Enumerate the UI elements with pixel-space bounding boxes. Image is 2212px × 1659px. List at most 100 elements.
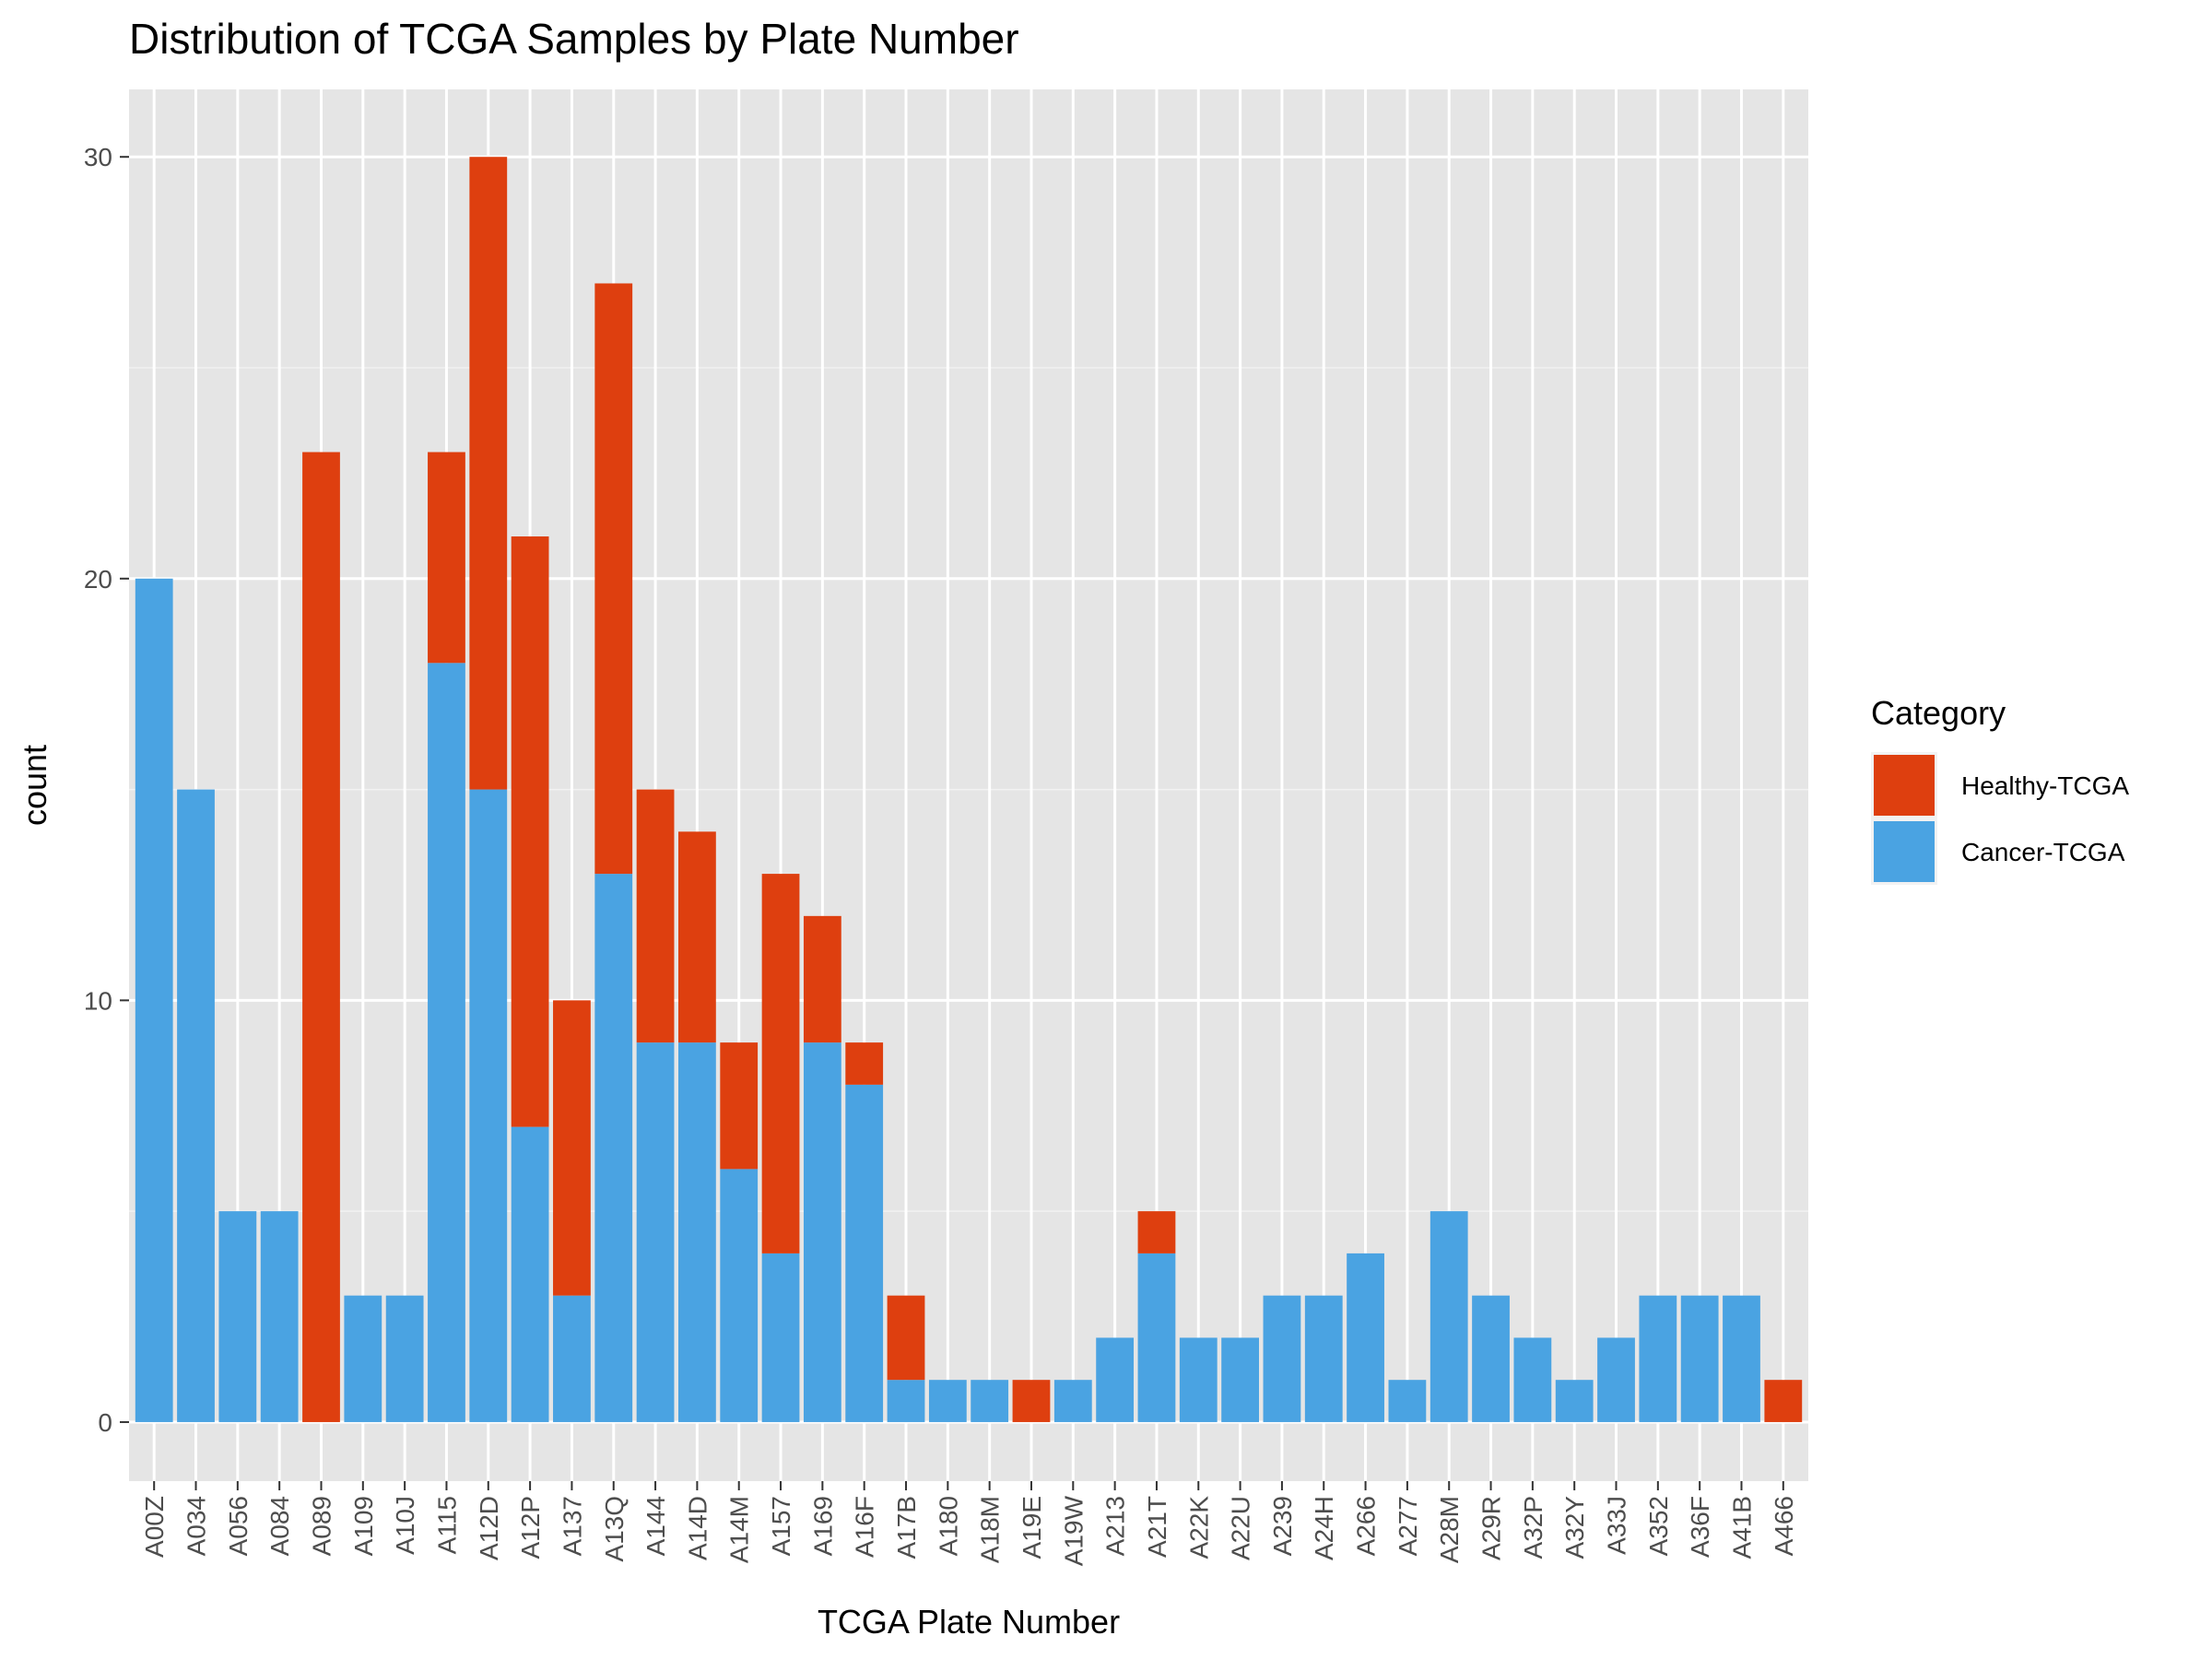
bar-A19E-Healthy-TCGA — [1012, 1380, 1051, 1422]
x-tick-label: A32Y — [1560, 1496, 1589, 1559]
bar-A24H-Cancer-TCGA — [1304, 1295, 1343, 1422]
bar-A13Q-Healthy-TCGA — [594, 283, 633, 875]
legend-label: Cancer-TCGA — [1961, 838, 2125, 866]
x-tick-label: A277 — [1394, 1496, 1422, 1556]
x-tick-label: A10J — [391, 1496, 419, 1555]
x-tick-label: A239 — [1268, 1496, 1297, 1556]
x-tick-label: A13Q — [600, 1496, 629, 1562]
bar-A266-Cancer-TCGA — [1347, 1253, 1384, 1422]
x-tick-label: A157 — [767, 1496, 795, 1556]
legend-label: Healthy-TCGA — [1961, 771, 2129, 800]
bar-A109-Cancer-TCGA — [344, 1295, 382, 1422]
legend-title: Category — [1871, 694, 2006, 732]
bar-A41B-Cancer-TCGA — [1723, 1295, 1760, 1422]
x-tick-label: A266 — [1352, 1496, 1381, 1556]
x-axis-title: TCGA Plate Number — [818, 1603, 1120, 1641]
bar-A084-Cancer-TCGA — [260, 1211, 299, 1422]
x-tick-label: A144 — [641, 1496, 670, 1556]
legend: Category Healthy-TCGA Cancer-TCGA — [1871, 694, 2129, 885]
x-tick-label: A084 — [265, 1496, 294, 1556]
bar-A137-Cancer-TCGA — [553, 1295, 591, 1422]
bar-A21T-Cancer-TCGA — [1137, 1253, 1176, 1422]
bar-A18M-Cancer-TCGA — [971, 1380, 1009, 1422]
legend-swatch — [1874, 821, 1935, 882]
bar-A239-Cancer-TCGA — [1263, 1295, 1301, 1422]
bar-A169-Cancer-TCGA — [803, 1042, 841, 1422]
y-tick-label: 20 — [84, 565, 112, 594]
x-tick-label: A14D — [683, 1496, 712, 1560]
x-tick-label: A115 — [432, 1496, 461, 1554]
bar-A21T-Healthy-TCGA — [1137, 1211, 1176, 1253]
x-tick-label: A22U — [1227, 1496, 1255, 1560]
bar-A115-Cancer-TCGA — [428, 663, 465, 1422]
y-axis-title: count — [16, 745, 53, 826]
bar-A29R-Cancer-TCGA — [1472, 1295, 1510, 1422]
bar-A16F-Cancer-TCGA — [845, 1084, 884, 1422]
bar-A13Q-Cancer-TCGA — [594, 874, 633, 1422]
x-tick-label: A17B — [892, 1496, 921, 1559]
bar-A14D-Healthy-TCGA — [678, 831, 716, 1043]
bar-A12P-Healthy-TCGA — [511, 536, 549, 1127]
bar-A157-Cancer-TCGA — [761, 1253, 800, 1422]
x-tick-label: A21T — [1143, 1496, 1171, 1558]
bar-A115-Healthy-TCGA — [428, 452, 465, 664]
x-tick-label: A32P — [1519, 1496, 1547, 1559]
y-tick-label: 30 — [84, 143, 112, 171]
x-tick-label: A056 — [224, 1496, 253, 1556]
bar-A157-Healthy-TCGA — [761, 874, 800, 1253]
x-tick-label: A352 — [1644, 1496, 1673, 1556]
bar-A180-Cancer-TCGA — [928, 1380, 967, 1422]
x-tick-label: A213 — [1101, 1496, 1130, 1556]
bar-A33J-Cancer-TCGA — [1597, 1337, 1635, 1422]
x-tick-label: A19E — [1018, 1496, 1046, 1559]
bar-A144-Cancer-TCGA — [636, 1042, 675, 1422]
bar-A28M-Cancer-TCGA — [1430, 1211, 1468, 1422]
x-tick-label: A089 — [307, 1496, 335, 1556]
x-tick-label: A24H — [1310, 1496, 1338, 1560]
bar-A22U-Cancer-TCGA — [1221, 1337, 1259, 1422]
bar-A277-Cancer-TCGA — [1388, 1380, 1427, 1422]
x-tick-label: A22K — [1184, 1496, 1213, 1559]
x-tick-label: A33J — [1603, 1496, 1631, 1555]
x-tick-label: A14M — [725, 1496, 754, 1563]
x-tick-label: A137 — [558, 1496, 586, 1556]
bar-A32P-Cancer-TCGA — [1513, 1337, 1552, 1422]
bar-A36F-Cancer-TCGA — [1680, 1295, 1719, 1422]
bar-A14M-Healthy-TCGA — [720, 1042, 759, 1170]
bar-A12P-Cancer-TCGA — [511, 1126, 549, 1422]
bar-A10J-Cancer-TCGA — [385, 1295, 424, 1422]
plot-panel — [129, 89, 1808, 1481]
bar-A089-Healthy-TCGA — [302, 452, 340, 1422]
bar-A17B-Cancer-TCGA — [887, 1380, 925, 1422]
bar-A12D-Cancer-TCGA — [469, 789, 508, 1422]
x-tick-label: A034 — [182, 1496, 211, 1556]
x-tick-label: A28M — [1435, 1496, 1464, 1563]
x-tick-label: A29R — [1477, 1496, 1506, 1560]
bar-A19W-Cancer-TCGA — [1053, 1380, 1092, 1422]
bar-A16F-Healthy-TCGA — [845, 1042, 884, 1085]
x-axis: A00Z A034 A056 A084 A089 A109 A10J A115 A12D A12P… — [140, 1481, 1798, 1566]
x-tick-label: A12P — [516, 1496, 545, 1559]
bar-A12D-Healthy-TCGA — [469, 157, 508, 790]
bar-A22K-Cancer-TCGA — [1179, 1337, 1218, 1422]
bar-A169-Healthy-TCGA — [803, 915, 841, 1043]
x-tick-label: A41B — [1727, 1496, 1756, 1559]
x-tick-label: A00Z — [140, 1496, 169, 1558]
x-tick-label: A19W — [1059, 1495, 1088, 1566]
y-tick-label: 10 — [84, 986, 112, 1015]
bar-A00Z-Cancer-TCGA — [135, 578, 173, 1422]
bar-A144-Healthy-TCGA — [636, 789, 675, 1043]
x-tick-label: A12D — [475, 1496, 503, 1560]
grid-minor — [129, 367, 1808, 1212]
x-tick-label: A36F — [1686, 1496, 1714, 1558]
bar-A14D-Cancer-TCGA — [678, 1042, 716, 1422]
bar-A32Y-Cancer-TCGA — [1555, 1380, 1594, 1422]
x-tick-label: A169 — [808, 1496, 837, 1556]
legend-swatch — [1874, 755, 1935, 816]
bar-A352-Cancer-TCGA — [1639, 1295, 1677, 1422]
x-tick-label: A109 — [349, 1496, 378, 1556]
bar-A14M-Cancer-TCGA — [720, 1169, 759, 1422]
bar-A056-Cancer-TCGA — [218, 1211, 257, 1422]
bar-A034-Cancer-TCGA — [177, 789, 215, 1422]
